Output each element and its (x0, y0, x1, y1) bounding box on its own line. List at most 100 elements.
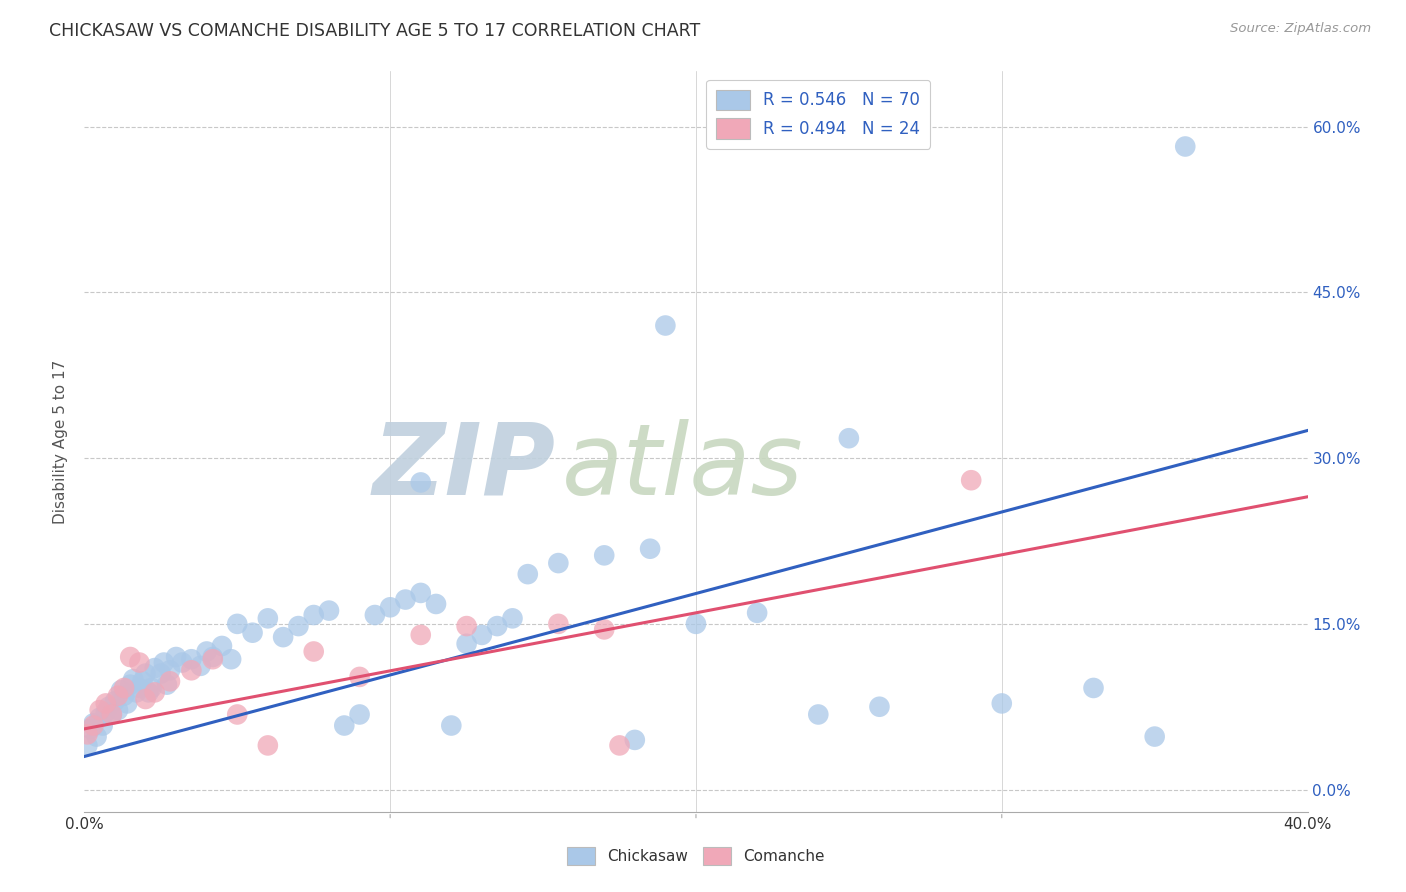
Point (638, 541, 661, 556)
Point (112, 681, 135, 695)
Point (131, 674, 153, 689)
Point (122, 672, 145, 686)
Point (654, 318, 676, 333)
Point (79, 722, 101, 736)
Point (440, 718, 463, 732)
Point (547, 556, 569, 570)
Point (107, 703, 129, 717)
Point (76, 739, 98, 753)
Point (97, 699, 120, 714)
Point (1143, 730, 1166, 744)
Point (135, 692, 157, 706)
Point (409, 628, 432, 642)
Point (960, 473, 983, 487)
Point (125, 685, 148, 699)
Point (83, 716, 105, 731)
Point (89, 711, 111, 725)
Point (394, 592, 416, 607)
Point (502, 611, 524, 625)
Point (409, 475, 432, 490)
Point (609, 739, 631, 753)
Point (302, 607, 325, 622)
Point (425, 597, 447, 611)
Point (120, 678, 142, 692)
Point (180, 652, 202, 666)
Point (409, 586, 432, 600)
Point (516, 567, 538, 582)
Point (120, 650, 142, 665)
Point (201, 652, 224, 666)
Point (83, 718, 105, 732)
Point (110, 683, 132, 698)
Point (172, 656, 194, 670)
Point (159, 663, 181, 677)
Point (380, 600, 402, 615)
Point (333, 718, 356, 732)
Point (165, 650, 187, 665)
Point (624, 732, 647, 747)
Point (101, 707, 124, 722)
Point (747, 606, 769, 620)
Point (593, 549, 616, 563)
Point (143, 685, 166, 699)
Point (94, 697, 117, 711)
Point (76, 727, 98, 741)
Point (349, 670, 371, 684)
Point (101, 707, 124, 722)
Point (364, 607, 387, 622)
Point (153, 656, 176, 670)
Text: CHICKASAW VS COMANCHE DISABILITY AGE 5 TO 17 CORRELATION CHART: CHICKASAW VS COMANCHE DISABILITY AGE 5 T… (49, 22, 700, 40)
Point (349, 707, 371, 722)
Text: ZIP: ZIP (373, 419, 555, 516)
Point (318, 604, 340, 618)
Point (91, 718, 114, 732)
Point (242, 625, 264, 640)
Point (1083, 681, 1105, 695)
Point (128, 681, 150, 695)
Point (807, 707, 830, 722)
Point (138, 685, 160, 699)
Point (219, 652, 242, 666)
Point (86, 730, 108, 744)
Point (1174, 139, 1197, 153)
Point (685, 616, 707, 631)
Point (456, 619, 478, 633)
Text: Source: ZipAtlas.com: Source: ZipAtlas.com (1230, 22, 1371, 36)
Point (156, 678, 179, 692)
Point (211, 639, 233, 653)
Point (257, 739, 280, 753)
Point (180, 663, 202, 677)
Point (104, 694, 127, 708)
Point (486, 619, 509, 633)
Point (107, 689, 129, 703)
Point (112, 689, 135, 703)
Point (226, 616, 249, 631)
Point (593, 623, 616, 637)
Point (869, 699, 891, 714)
Point (201, 650, 224, 665)
Point (195, 644, 218, 658)
Point (115, 697, 138, 711)
Point (838, 431, 860, 445)
Text: atlas: atlas (561, 419, 803, 516)
Point (149, 666, 172, 681)
Point (456, 637, 478, 651)
Point (128, 656, 150, 670)
Point (287, 619, 309, 633)
Point (143, 661, 166, 675)
Point (257, 611, 280, 625)
Point (89, 703, 111, 717)
Point (271, 630, 294, 644)
Y-axis label: Disability Age 5 to 17: Disability Age 5 to 17 (53, 359, 69, 524)
Legend: Chickasaw, Comanche: Chickasaw, Comanche (561, 841, 831, 871)
Point (141, 681, 163, 695)
Point (226, 707, 249, 722)
Point (94, 706, 117, 720)
Point (991, 697, 1014, 711)
Point (190, 658, 212, 673)
Point (159, 674, 181, 689)
Point (302, 644, 325, 658)
Point (135, 666, 157, 681)
Point (547, 616, 569, 631)
Point (471, 628, 494, 642)
